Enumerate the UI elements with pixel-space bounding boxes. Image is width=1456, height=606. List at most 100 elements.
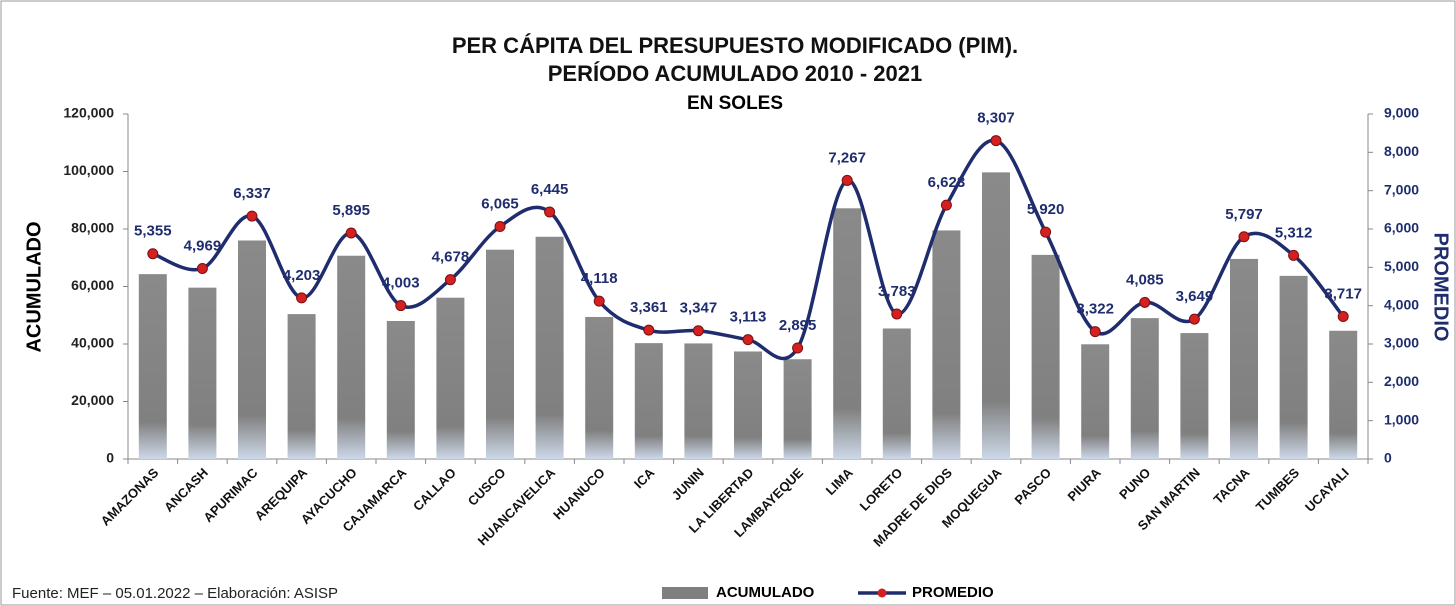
value-label: 4,118	[581, 270, 618, 287]
y2-tick-label: 0	[1384, 450, 1392, 466]
marker	[841, 174, 853, 186]
marker	[643, 324, 655, 336]
value-label: 4,085	[1126, 271, 1164, 288]
value-label: 6,623	[928, 174, 966, 191]
bar	[188, 287, 217, 459]
bar	[238, 240, 266, 459]
y-tick-label: 100,000	[63, 162, 114, 178]
marker	[246, 210, 258, 222]
y2-tick-label: 1,000	[1384, 411, 1419, 427]
value-label: 7,267	[828, 149, 866, 166]
marker	[1188, 313, 1200, 325]
bar	[337, 255, 366, 459]
marker	[891, 308, 903, 320]
value-label: 4,969	[184, 237, 222, 254]
y2-tick-label: 9,000	[1384, 105, 1419, 121]
y-tick-label: 40,000	[71, 335, 114, 351]
bar	[1031, 254, 1060, 459]
marker	[692, 325, 704, 337]
bar	[1230, 258, 1258, 459]
bar	[138, 274, 167, 459]
y2-tick-label: 4,000	[1384, 296, 1419, 312]
legend-marker	[877, 588, 887, 598]
bar	[1130, 318, 1159, 459]
y2-tick-label: 2,000	[1384, 373, 1419, 389]
value-label: 3,783	[878, 283, 916, 300]
bar	[684, 343, 713, 459]
value-label: 3,649	[1176, 288, 1214, 305]
value-label: 5,920	[1027, 201, 1065, 218]
value-label: 8,307	[977, 110, 1015, 127]
bar	[833, 208, 862, 459]
value-label: 4,003	[382, 275, 420, 292]
marker	[296, 292, 308, 304]
marker	[345, 227, 357, 239]
bar	[535, 236, 564, 459]
y2-tick-label: 8,000	[1384, 143, 1419, 159]
bar	[783, 359, 812, 459]
value-label: 3,717	[1324, 285, 1362, 302]
bar	[386, 321, 415, 459]
bar	[634, 343, 663, 459]
bar	[585, 316, 614, 459]
y2-tick-label: 7,000	[1384, 181, 1419, 197]
value-label: 3,322	[1076, 301, 1114, 318]
marker	[544, 206, 556, 218]
value-label: 6,337	[233, 185, 271, 202]
marker	[1040, 226, 1052, 238]
chart-title: PER CÁPITA DEL PRESUPUESTO MODIFICADO (P…	[452, 33, 1018, 58]
y2-tick-label: 5,000	[1384, 258, 1419, 274]
value-label: 6,445	[531, 181, 569, 198]
marker	[940, 199, 952, 211]
marker	[1089, 326, 1101, 338]
marker	[593, 295, 605, 307]
bar	[734, 351, 762, 459]
legend-label: PROMEDIO	[912, 584, 994, 601]
value-label: 4,203	[283, 267, 321, 284]
y-tick-label: 120,000	[63, 105, 114, 121]
bar	[287, 314, 316, 459]
value-label: 6,065	[481, 195, 519, 212]
y-tick-label: 60,000	[71, 277, 114, 293]
y-tick-label: 20,000	[71, 392, 114, 408]
marker	[792, 342, 804, 354]
marker	[1337, 311, 1349, 323]
y2-tick-label: 6,000	[1384, 220, 1419, 236]
bar	[932, 230, 961, 459]
source-note: Fuente: MEF – 05.01.2022 – Elaboración: …	[12, 585, 338, 602]
value-label: 4,678	[432, 249, 470, 266]
marker	[444, 274, 456, 286]
y-tick-label: 0	[106, 450, 114, 466]
legend-swatch	[662, 587, 708, 599]
value-label: 5,895	[332, 202, 370, 219]
bar	[1329, 330, 1358, 459]
value-label: 3,113	[730, 309, 767, 326]
bar	[1081, 344, 1110, 459]
marker	[395, 300, 407, 312]
bar	[436, 297, 465, 459]
value-label: 2,895	[779, 317, 817, 334]
marker	[147, 248, 159, 260]
marker	[742, 334, 754, 346]
value-label: 3,347	[680, 300, 718, 317]
value-label: 5,797	[1225, 206, 1263, 223]
bar	[882, 328, 911, 459]
marker	[990, 135, 1002, 147]
value-label: 5,312	[1275, 224, 1313, 241]
marker	[1238, 231, 1250, 243]
legend-label: ACUMULADO	[716, 584, 815, 601]
y2-tick-label: 3,000	[1384, 335, 1419, 351]
value-label: 5,355	[134, 223, 172, 240]
chart-subtitle: EN SOLES	[687, 93, 783, 114]
y-axis-title: ACUMULADO	[23, 221, 45, 352]
value-label: 3,361	[630, 299, 668, 316]
marker	[1288, 249, 1300, 261]
chart-subtitle: PERÍODO ACUMULADO 2010 - 2021	[548, 61, 923, 86]
bar	[1180, 333, 1209, 459]
marker	[494, 221, 506, 233]
y-tick-label: 80,000	[71, 220, 114, 236]
marker	[1139, 296, 1151, 308]
y2-axis-title: PROMEDIO	[1430, 233, 1452, 342]
bar	[1279, 275, 1308, 459]
